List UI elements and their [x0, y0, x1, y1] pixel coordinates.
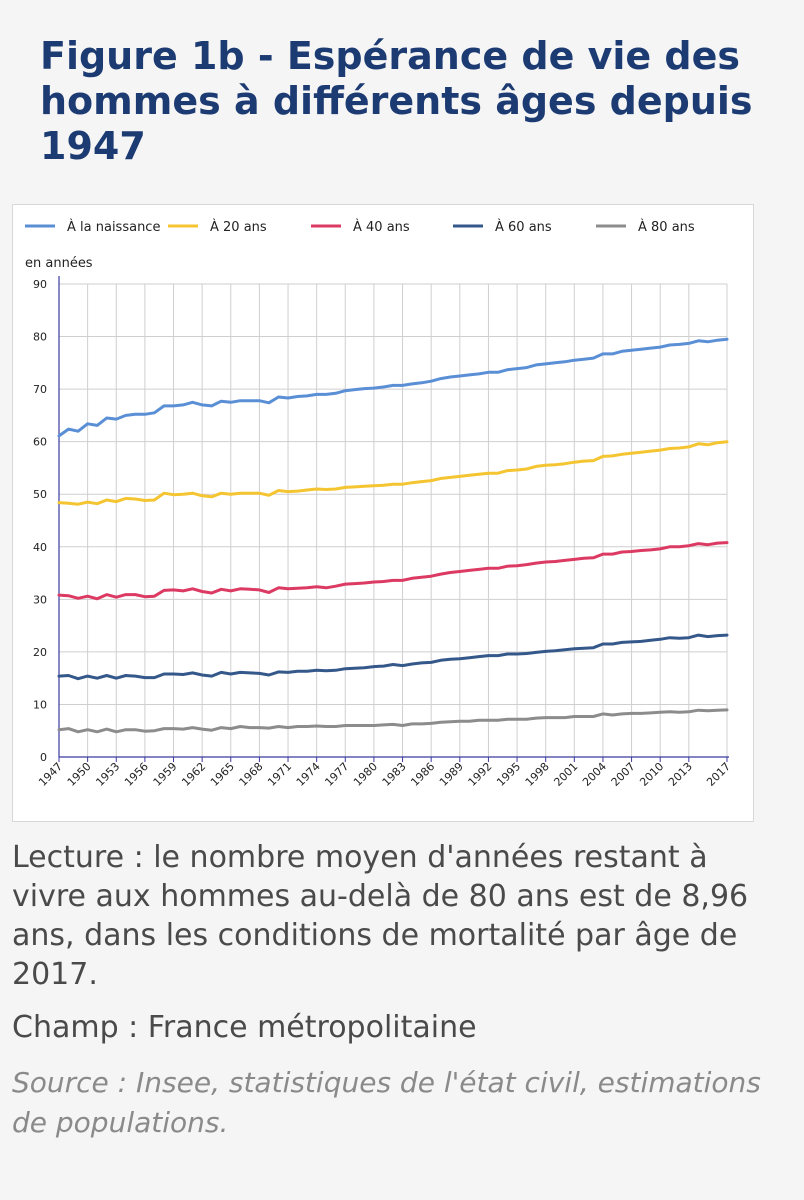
reading-note: Lecture : le nombre moyen d'années resta…	[12, 840, 749, 992]
y-tick-label: 0	[40, 751, 47, 764]
series-line-5	[57, 708, 729, 734]
y-tick-label: 70	[33, 383, 47, 396]
x-tick-label: 1995	[494, 760, 523, 789]
x-tick-label: 1974	[294, 760, 323, 789]
x-tick-label: 1989	[437, 760, 466, 789]
x-tick-label: 1950	[65, 760, 94, 789]
x-tick-label: 1962	[179, 760, 208, 789]
series-line-3	[57, 541, 729, 601]
x-tick-label: 1983	[380, 760, 409, 789]
legend-label: À 60 ans	[495, 219, 552, 235]
legend-item-4: À 60 ans	[453, 219, 552, 235]
legend-item-3: À 40 ans	[311, 219, 410, 235]
y-tick-label: 40	[33, 541, 47, 554]
source-note: Source : Insee, statistiques de l'état c…	[12, 1066, 761, 1139]
x-tick-label: 1986	[408, 760, 437, 789]
legend-label: À 40 ans	[353, 219, 410, 235]
x-tick-label: 2013	[666, 760, 695, 789]
y-axis-unit-label: en années	[25, 256, 93, 271]
figure-title: Figure 1b - Espérance de vie des hommes …	[40, 34, 753, 168]
y-tick-label: 90	[33, 278, 47, 291]
series-line-2	[57, 440, 729, 506]
y-tick-label: 80	[33, 331, 47, 344]
x-tick-label: 2017	[704, 760, 733, 789]
x-tick-label: 1965	[208, 760, 237, 789]
figure-notes: Lecture : le nombre moyen d'années resta…	[12, 838, 782, 1143]
x-tick-label: 2001	[551, 760, 580, 789]
y-tick-label: 30	[33, 593, 47, 606]
x-tick-label: 1947	[36, 760, 65, 789]
y-tick-label: 10	[33, 698, 47, 711]
x-tick-label: 2010	[637, 760, 666, 789]
chart-panel: 0 10 20 30 40 50 60 70 80 90 1947 1950 1953 1956 1959 1…	[12, 204, 754, 822]
x-tick-label: 1971	[265, 760, 294, 789]
x-tick-label: 1956	[122, 760, 151, 789]
x-tick-label: 1992	[466, 760, 495, 789]
x-tick-label: 2007	[609, 760, 638, 789]
series-line-1	[57, 337, 729, 438]
x-tick-label: 1977	[322, 760, 351, 789]
legend-item-1: À la naissance	[25, 219, 160, 235]
legend-label: À la naissance	[67, 219, 160, 235]
y-tick-label: 50	[33, 488, 47, 501]
y-tick-label: 60	[33, 436, 47, 449]
x-tick-label: 1980	[351, 760, 380, 789]
x-tick-label: 2004	[580, 760, 609, 789]
legend-label: À 80 ans	[638, 219, 695, 235]
y-tick-label: 20	[33, 646, 47, 659]
legend-label: À 20 ans	[210, 219, 267, 235]
legend-item-5: À 80 ans	[596, 219, 695, 235]
series-line-4	[57, 633, 729, 681]
scope-note: Champ : France métropolitaine	[12, 1010, 477, 1045]
legend-item-2: À 20 ans	[168, 219, 267, 235]
x-tick-label: 1998	[523, 760, 552, 789]
x-tick-label: 1953	[93, 760, 122, 789]
x-tick-label: 1959	[151, 760, 180, 789]
x-tick-label: 1968	[237, 760, 266, 789]
